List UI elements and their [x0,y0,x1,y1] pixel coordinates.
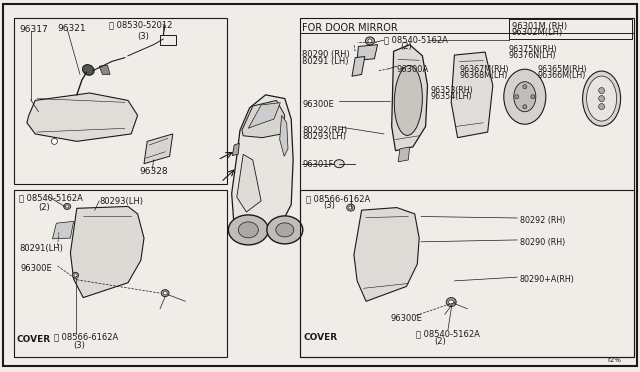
Text: Ⓢ 08540-5162A: Ⓢ 08540-5162A [19,193,83,202]
Circle shape [51,138,58,144]
Ellipse shape [446,298,456,307]
Text: 80290 (RH): 80290 (RH) [302,50,350,59]
Bar [160,35,176,45]
Text: 80293(LH): 80293(LH) [302,132,346,141]
Text: 80292 (RH): 80292 (RH) [520,216,565,225]
Polygon shape [280,115,288,156]
Bar [509,19,632,39]
Text: 96366M(LH): 96366M(LH) [538,71,586,80]
Text: (3): (3) [323,201,335,210]
Text: 96321: 96321 [58,24,86,33]
Text: (2): (2) [38,203,50,212]
Ellipse shape [582,71,621,126]
Ellipse shape [64,203,70,209]
Text: Ⓢ 08540-5162A: Ⓢ 08540-5162A [416,329,480,338]
Text: (2): (2) [401,42,412,51]
Ellipse shape [347,204,355,211]
Circle shape [523,85,527,89]
Text: 96300A: 96300A [397,65,429,74]
Text: 96354(LH): 96354(LH) [430,92,472,101]
Text: COVER: COVER [304,333,338,342]
Text: 96301F: 96301F [302,160,333,169]
Circle shape [598,103,605,110]
Text: 80292(RH): 80292(RH) [302,126,348,135]
Circle shape [598,96,605,102]
Polygon shape [232,143,239,155]
Circle shape [515,95,519,99]
Polygon shape [232,95,293,231]
Text: (3): (3) [138,32,150,41]
Text: 80293(LH): 80293(LH) [99,197,143,206]
Polygon shape [357,45,378,60]
Ellipse shape [504,69,546,124]
Text: Ⓢ 08566-6162A: Ⓢ 08566-6162A [306,194,370,203]
Polygon shape [352,57,365,76]
Text: FOR DOOR MIRROR: FOR DOOR MIRROR [302,23,398,33]
Text: 80291(LH): 80291(LH) [19,244,63,253]
Ellipse shape [334,160,344,168]
Circle shape [531,95,535,99]
Ellipse shape [74,274,77,277]
Text: 96367M(RH): 96367M(RH) [460,65,509,74]
Ellipse shape [163,292,167,295]
Bar [14,190,227,357]
Text: 96300E: 96300E [302,100,334,109]
Circle shape [523,105,527,109]
Ellipse shape [514,82,536,112]
Text: Ⓢ 08540-5162A: Ⓢ 08540-5162A [384,35,448,44]
Ellipse shape [349,206,353,209]
Bar [300,190,634,357]
Polygon shape [27,93,138,141]
Text: Ⓢ 08566-6162A: Ⓢ 08566-6162A [54,332,118,341]
Bar [300,18,634,357]
Text: 96328: 96328 [140,167,168,176]
Polygon shape [354,208,419,301]
Ellipse shape [267,216,303,244]
Text: 96317: 96317 [19,25,48,34]
Ellipse shape [72,272,79,278]
Ellipse shape [228,215,268,245]
Text: 96368M(LH): 96368M(LH) [460,71,508,80]
Text: 96353(RH): 96353(RH) [430,86,473,94]
Ellipse shape [449,300,454,304]
Bar [14,18,227,184]
Text: 96300E: 96300E [390,314,422,323]
Text: COVER: COVER [16,335,50,344]
Polygon shape [237,154,261,212]
Text: r2%: r2% [607,357,621,363]
Polygon shape [144,134,173,164]
Text: (3): (3) [74,341,86,350]
Text: (2): (2) [434,337,445,346]
Polygon shape [242,100,285,138]
Ellipse shape [365,37,374,45]
Polygon shape [392,45,428,151]
Ellipse shape [276,223,294,237]
Text: 96365M(RH): 96365M(RH) [538,65,588,74]
Ellipse shape [238,222,259,238]
Ellipse shape [587,76,616,121]
Ellipse shape [394,65,422,135]
Text: 96300E: 96300E [20,264,52,273]
Text: 96376N(LH): 96376N(LH) [509,51,556,60]
Ellipse shape [161,290,169,296]
Text: 80290 (RH): 80290 (RH) [520,238,565,247]
Polygon shape [451,52,493,138]
Text: 96301M (RH): 96301M (RH) [512,22,567,31]
Ellipse shape [368,39,372,43]
Circle shape [598,87,605,94]
Polygon shape [52,221,74,239]
Polygon shape [398,147,410,162]
Text: Ⓢ 08530-52012: Ⓢ 08530-52012 [109,20,172,29]
Ellipse shape [83,65,94,75]
Polygon shape [70,206,144,298]
Text: 80291 (LH): 80291 (LH) [302,57,349,66]
Text: 96302M(LH): 96302M(LH) [512,28,563,37]
Polygon shape [248,103,280,128]
Polygon shape [99,65,110,74]
Text: 96375N(RH): 96375N(RH) [509,45,557,54]
Text: 80290+A(RH): 80290+A(RH) [520,275,575,284]
Ellipse shape [66,205,68,208]
